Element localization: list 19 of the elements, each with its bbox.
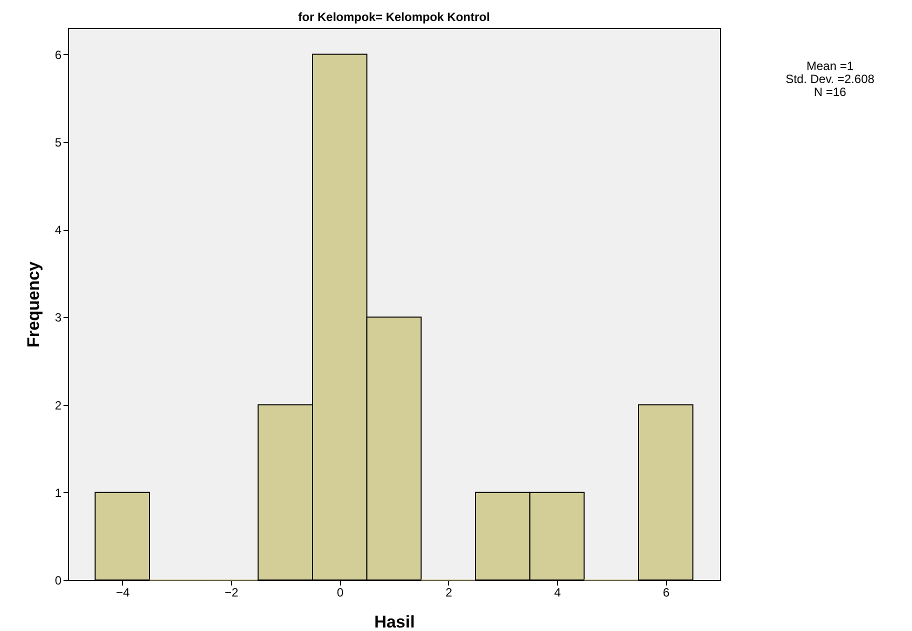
text: Mean =1 — [806, 59, 855, 73]
y-tick-label: 5 — [54, 135, 62, 150]
x-tick-label: 0 — [336, 586, 344, 600]
y-tick-label: 1 — [54, 486, 62, 500]
x-tick-label: 2 — [445, 586, 452, 600]
y-tick-label: 2 — [54, 398, 62, 412]
x-tick-label: 4 — [554, 586, 562, 600]
x-axis-title: Hasil — [374, 612, 415, 631]
x-tick-label: 6 — [662, 586, 670, 600]
text: N =16 — [812, 85, 848, 99]
y-tick-label: 4 — [54, 223, 62, 238]
y-axis-title: Frequency — [24, 260, 43, 348]
y-tick-label: 6 — [54, 48, 62, 62]
text: Std. Dev. =2.608 — [784, 72, 876, 86]
x-tick-label: −2 — [224, 586, 239, 600]
x-tick-label: −4 — [116, 586, 130, 600]
y-tick-label: 0 — [54, 574, 62, 588]
chart-title: for Kelompok= Kelompok Kontrol — [298, 10, 490, 24]
y-tick-label: 3 — [54, 310, 62, 325]
